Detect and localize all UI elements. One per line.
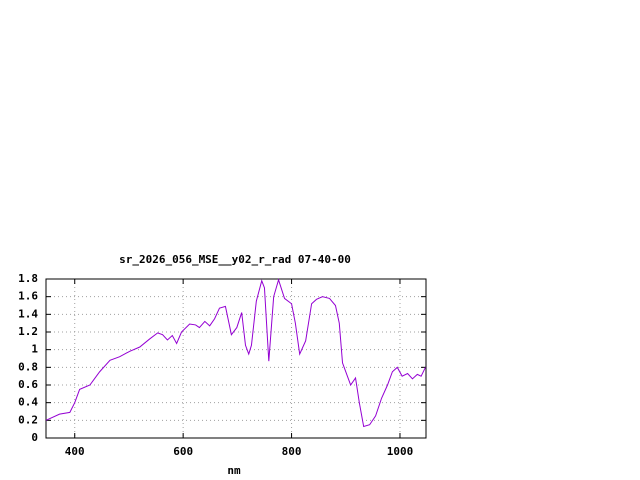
x-tick-label: 400 <box>65 445 85 458</box>
x-tick-label: 800 <box>282 445 302 458</box>
y-tick-label: 1.2 <box>18 325 38 338</box>
y-tick-label: 0.6 <box>18 378 38 391</box>
y-tick-label: 1.8 <box>18 272 38 285</box>
y-tick-label: 0 <box>31 431 38 444</box>
y-tick-label: 1.4 <box>18 307 38 320</box>
x-tick-label: 600 <box>173 445 193 458</box>
data-line <box>45 278 426 428</box>
y-tick-label: 1 <box>31 343 38 356</box>
y-tick-label: 0.4 <box>18 396 38 409</box>
x-tick-label: 1000 <box>387 445 414 458</box>
chart-title: sr_2026_056_MSE__y02_r_rad 07-40-00 <box>119 253 351 266</box>
plot-border <box>45 278 427 439</box>
y-tick-label: 0.2 <box>18 413 38 426</box>
y-tick-label: 0.8 <box>18 360 38 373</box>
y-tick-label: 1.6 <box>18 290 38 303</box>
x-axis-label: nm <box>227 464 241 477</box>
